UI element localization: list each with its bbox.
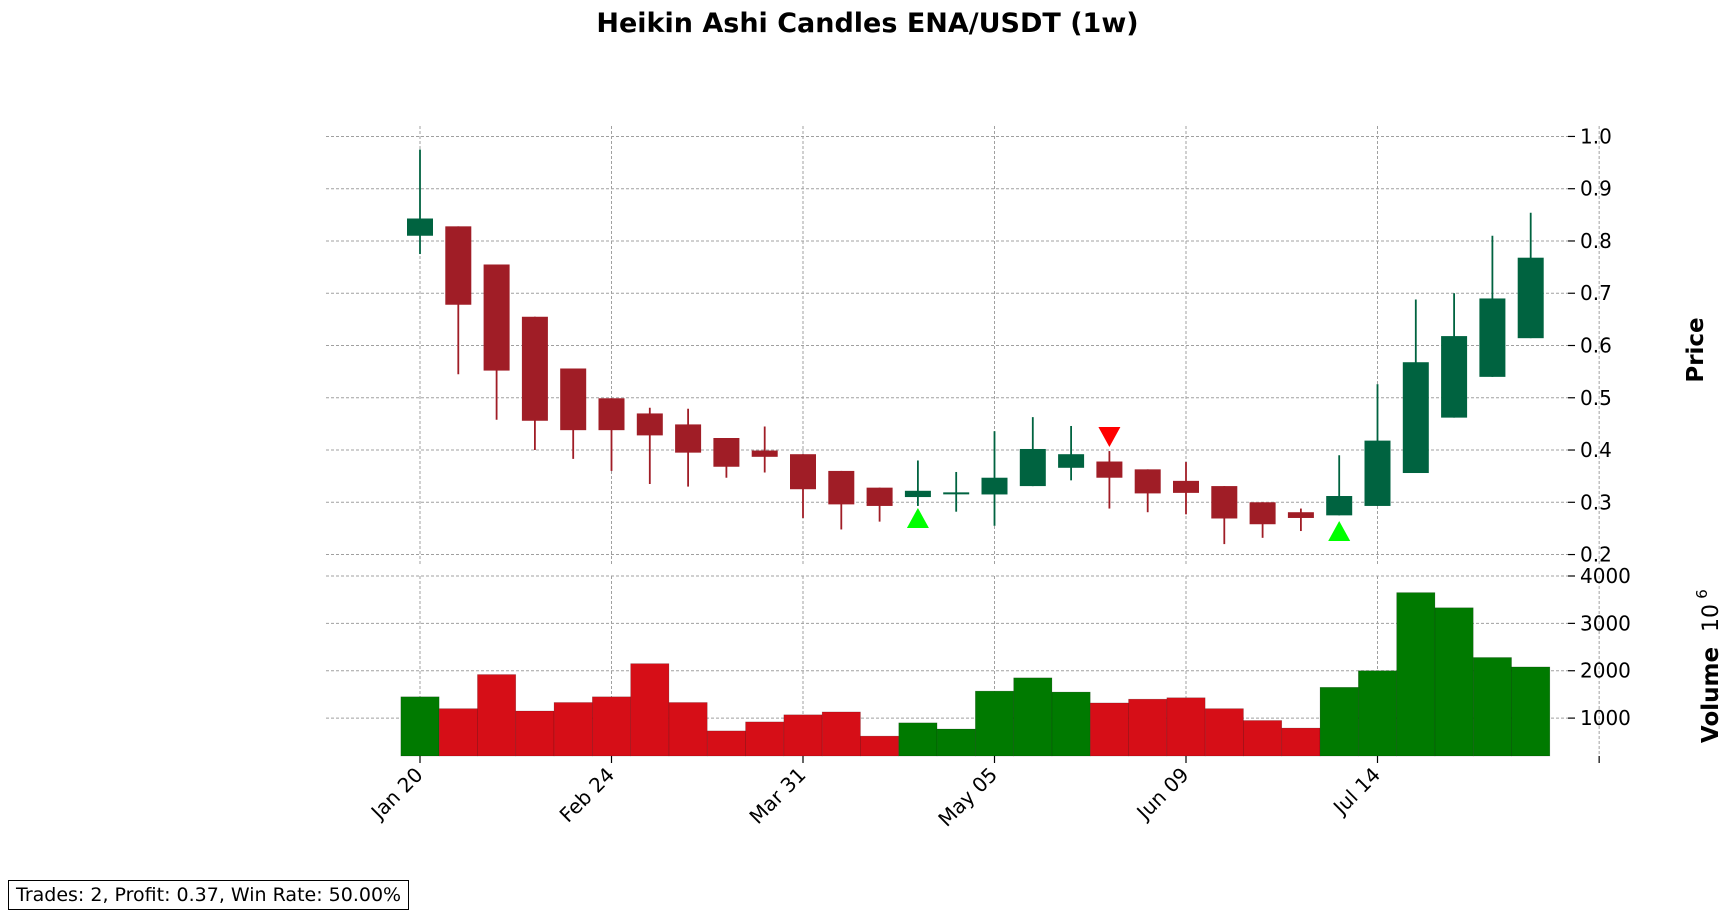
candle-down <box>1249 502 1276 525</box>
candle-up <box>943 492 970 495</box>
x-tick-label: Feb 24 <box>555 763 620 828</box>
price-tick-label: 0.9 <box>1580 177 1612 201</box>
candle-down <box>1211 486 1238 519</box>
volume-tick-label: 2000 <box>1580 659 1631 683</box>
price-axis-label: Price <box>1683 317 1709 382</box>
volume-bar-down <box>706 730 746 757</box>
volume-bar-up <box>1434 607 1474 757</box>
price-tick-label: 0.6 <box>1580 334 1612 358</box>
buy-signal-marker <box>1328 521 1351 542</box>
price-tick-label: 1.0 <box>1580 124 1612 148</box>
candle-down <box>1134 469 1161 494</box>
candle-down <box>1096 461 1123 478</box>
candle-down <box>483 264 510 371</box>
price-tick-label: 0.8 <box>1580 229 1612 253</box>
volume-bar-up <box>1472 657 1512 757</box>
volume-bar-down <box>438 708 478 757</box>
volume-bar-up <box>1358 670 1397 757</box>
volume-bar-down <box>592 696 631 757</box>
volume-axis-label: Volume <box>1698 647 1724 743</box>
volume-bar-down <box>783 714 823 757</box>
x-tick-label: Jul 14 <box>1327 763 1385 821</box>
candle-down <box>598 398 625 431</box>
candle-up <box>1058 454 1085 468</box>
sell-signal-marker <box>1098 426 1121 447</box>
candle-down <box>790 454 816 490</box>
volume-bar-down <box>515 710 555 757</box>
candle-up <box>1517 257 1544 339</box>
x-tick-label: Jun 09 <box>1131 763 1194 826</box>
chart-title: Heikin Ashi Candles ENA/USDT (1w) <box>596 8 1139 39</box>
candle-down <box>521 316 548 421</box>
candle-down <box>1287 512 1314 518</box>
price-tick-label: 0.5 <box>1580 386 1612 410</box>
price-tick-label: 0.7 <box>1580 281 1612 305</box>
volume-tick-label: 1000 <box>1580 706 1631 730</box>
price-tick-label: 0.2 <box>1580 543 1612 567</box>
price-tick-label: 0.4 <box>1580 438 1612 462</box>
volume-tick-label: 4000 <box>1580 564 1631 588</box>
candle-up <box>981 477 1008 495</box>
volume-multiplier-label: 10 <box>1699 604 1724 632</box>
volume-bar-up <box>400 696 440 757</box>
candle-down <box>1173 480 1199 493</box>
volume-bar-down <box>553 702 593 757</box>
volume-bar-down <box>668 702 708 757</box>
volume-bar-down <box>1089 702 1129 757</box>
candle-down <box>828 470 855 505</box>
candle-up <box>407 218 433 236</box>
trade-stats-box: Trades: 2, Profit: 0.37, Win Rate: 50.00… <box>8 880 410 910</box>
volume-bar-up <box>936 728 976 757</box>
candle-up <box>1441 336 1468 418</box>
volume-bar-down <box>821 711 861 757</box>
candle-up <box>1479 298 1506 377</box>
price-tick-label: 0.3 <box>1580 490 1612 514</box>
candle-down <box>445 226 472 305</box>
candles <box>407 149 1544 545</box>
volume-bar-down <box>1281 727 1321 757</box>
volume-bar-down <box>477 674 517 757</box>
volume-bar-down <box>745 721 785 757</box>
volume-bar-down <box>1243 720 1283 757</box>
candle-up <box>1019 448 1046 487</box>
candle-up <box>1364 440 1391 506</box>
candle-down <box>675 424 702 453</box>
volume-bar-down <box>1166 697 1206 757</box>
volume-bars <box>400 592 1551 757</box>
x-tick-label: Mar 31 <box>744 763 810 829</box>
x-tick-label: May 05 <box>933 763 1002 832</box>
volume-bar-down <box>630 663 670 757</box>
signal-markers <box>906 426 1351 542</box>
volume-bar-up <box>898 722 938 757</box>
volume-bar-up <box>1511 666 1551 757</box>
buy-signal-marker <box>906 507 929 528</box>
candle-down <box>560 368 587 431</box>
candle-up <box>1402 362 1429 474</box>
volume-bar-down <box>1204 708 1244 757</box>
volume-bar-up <box>975 690 1014 757</box>
candle-up <box>904 490 931 498</box>
x-tick-label: Jan 20 <box>365 763 428 826</box>
volume-multiplier-exponent: 6 <box>1693 589 1711 599</box>
volume-bar-up <box>1013 677 1053 757</box>
volume-tick-label: 3000 <box>1580 611 1631 635</box>
volume-bar-up <box>1396 592 1436 757</box>
candle-down <box>751 450 778 457</box>
volume-bar-down <box>1128 698 1168 757</box>
candle-down <box>713 438 740 467</box>
candle-down <box>636 413 663 436</box>
volume-bar-up <box>1051 691 1091 757</box>
volume-bar-down <box>860 735 900 757</box>
candle-down <box>866 487 893 506</box>
volume-bar-up <box>1319 687 1359 757</box>
candle-up <box>1326 496 1353 516</box>
